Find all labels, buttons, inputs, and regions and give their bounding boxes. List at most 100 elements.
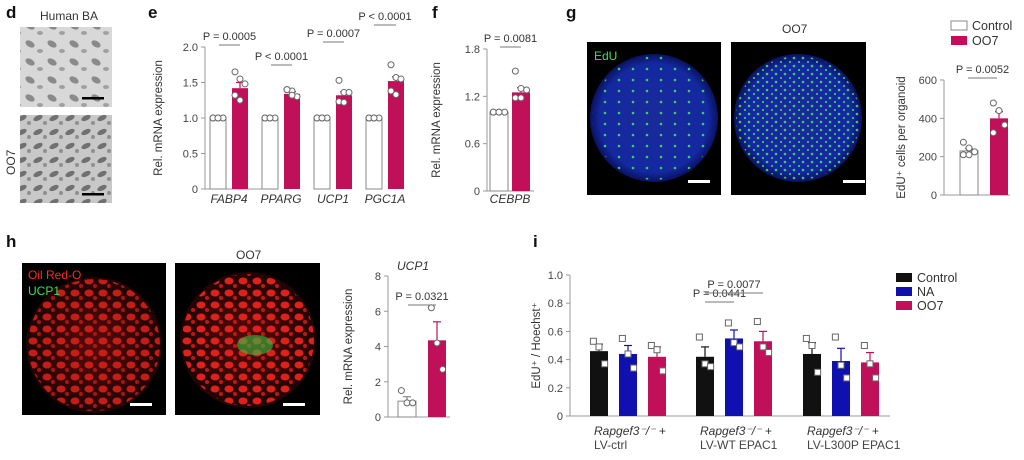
data-point [231, 91, 239, 99]
bar-control-1 [696, 356, 714, 416]
panel-d-side-label: OO7 [4, 149, 18, 175]
bar-oo7-0 [648, 356, 666, 416]
data-point [965, 144, 973, 152]
legend-label-oo7: OO7 [917, 299, 943, 313]
data-point [959, 151, 967, 159]
data-point [236, 75, 244, 83]
data-point [288, 91, 296, 99]
data-point [595, 343, 603, 351]
p-value-label: P = 0.0077 [707, 279, 760, 291]
scale-bar [82, 97, 104, 100]
panel-label-d: d [6, 3, 16, 22]
data-point [831, 333, 839, 341]
panel-label-g: g [566, 3, 576, 22]
panel-label-f: f [432, 3, 438, 22]
y-tick-label: 0 [557, 411, 563, 423]
data-point [397, 387, 405, 395]
data-point [433, 339, 441, 347]
panel-label-i: i [533, 232, 538, 251]
legend-label-na: NA [917, 285, 935, 299]
data-point [387, 87, 395, 95]
y-tick-label: 1.0 [183, 113, 198, 125]
bar-oo7-1 [284, 93, 300, 189]
data-point [736, 343, 744, 351]
data-point [511, 67, 519, 75]
data-point [236, 96, 244, 104]
y-tick-label: 8 [375, 271, 381, 283]
y-tick-label: 6 [375, 306, 381, 318]
category-label: LV-L300P EPAC1 [807, 438, 901, 452]
scale-bar [130, 403, 152, 406]
bar-control-1 [261, 117, 279, 190]
data-point [397, 75, 405, 83]
p-value-label: P = 0.0005 [203, 31, 256, 43]
data-point [231, 68, 239, 76]
data-point [335, 76, 343, 84]
data-point [724, 319, 732, 327]
data-point [345, 88, 353, 96]
data-point [630, 364, 638, 372]
data-point [511, 94, 519, 102]
panel-label-h: h [6, 232, 16, 251]
data-point [427, 304, 435, 312]
p-value-label: P < 0.0001 [358, 11, 411, 23]
data-point [370, 114, 378, 122]
ucp1-stain-label: UCP1 [28, 284, 60, 298]
data-point [707, 363, 715, 371]
oil-red-o-label: Oil Red-O [28, 268, 81, 282]
legend-label-oo7: OO7 [972, 34, 998, 48]
data-point [995, 107, 1003, 115]
y-tick-label: 0.2 [548, 383, 563, 395]
data-point [387, 61, 395, 69]
y-tick-label: 1.5 [183, 78, 198, 90]
bar-na-0 [619, 353, 637, 416]
data-point [409, 399, 417, 407]
category-label: LV-ctrl [594, 438, 627, 452]
data-point [802, 334, 810, 342]
bar-oo7-2 [861, 362, 879, 416]
data-point [753, 318, 761, 326]
data-point [837, 361, 845, 369]
legend-swatch-oo7 [896, 301, 912, 310]
legend-label-control: Control [917, 271, 957, 285]
y-axis-label: EdU⁺ cells per organoid [896, 76, 908, 198]
scale-bar [283, 403, 305, 406]
legend-swatch-oo7 [951, 36, 967, 45]
bar-oo7-0 [428, 340, 446, 417]
data-point [808, 342, 816, 349]
bar-oo7-0 [990, 118, 1008, 195]
p-value-label: P = 0.0052 [956, 64, 1009, 76]
y-tick-label: 0 [192, 184, 198, 196]
bar-oo7-0 [232, 88, 248, 189]
data-point [959, 138, 967, 146]
bar-na-2 [832, 361, 850, 416]
p-value-label: P < 0.0001 [255, 51, 308, 63]
y-tick-label: 200 [919, 152, 937, 164]
category-label: FABP4 [210, 192, 247, 206]
data-point [241, 80, 249, 88]
data-point [653, 346, 661, 354]
y-tick-label: 1.2 [465, 91, 480, 103]
data-point [814, 368, 822, 376]
bar-na-1 [725, 338, 743, 416]
data-point [989, 99, 997, 107]
bar-control-2 [803, 353, 821, 416]
panel-label-e: e [148, 3, 157, 22]
bar-oo7-0 [512, 92, 530, 191]
data-point [266, 114, 274, 122]
panel-h-image-title: OO7 [236, 248, 262, 262]
bar-oo7-2 [336, 95, 352, 189]
data-point [589, 337, 597, 345]
y-tick-label: 2.0 [183, 42, 198, 54]
data-point [618, 334, 626, 342]
data-point [759, 343, 767, 351]
y-tick-label: 0 [931, 190, 937, 202]
y-tick-label: 0.6 [548, 326, 563, 338]
data-point [403, 399, 411, 407]
bar-control-3 [365, 117, 383, 190]
y-tick-label: 4 [375, 342, 381, 354]
scale-bar [843, 180, 865, 183]
panel-g-image-title: OO7 [782, 22, 808, 36]
y-tick-label: 2 [375, 377, 381, 389]
